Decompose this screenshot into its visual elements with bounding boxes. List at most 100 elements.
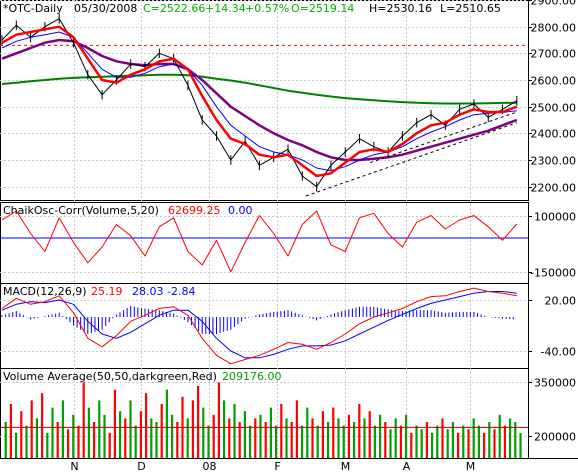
volume-bar [514, 422, 517, 458]
volume-bar [446, 429, 449, 458]
volume-bar [337, 418, 340, 458]
macd-title: MACD(12,26,9) [3, 285, 87, 298]
volume-bar [228, 418, 231, 458]
x-tick-label: M [341, 460, 351, 473]
volume-bar [363, 418, 366, 458]
volume-bar [191, 400, 194, 458]
volume-bar [290, 422, 293, 458]
chaikin-panel [0, 210, 528, 273]
volume-bar [197, 386, 200, 458]
support-trendline [370, 111, 518, 164]
volume-bar [72, 414, 75, 458]
volume-bar [103, 414, 106, 458]
x-tick-label: 08 [203, 460, 217, 473]
volume-bar [358, 404, 361, 458]
volume-bar [51, 407, 54, 458]
volume-bar [176, 422, 179, 458]
header-change: +14.34 [205, 2, 246, 15]
volume-bar [295, 400, 298, 458]
volume-bar [119, 411, 122, 458]
volume-bar [98, 400, 101, 458]
volume-bar [368, 411, 371, 458]
volume-bar [384, 422, 387, 458]
volume-bar [467, 429, 470, 458]
volume-panel [0, 382, 528, 458]
header-low: L=2510.65 [440, 2, 501, 15]
volume-bar [20, 411, 23, 458]
macd-signal-line [1, 291, 517, 359]
y-tick-label: 2900.00 [531, 0, 577, 8]
volume-value: 209176.00 [222, 370, 282, 383]
volume-bar [493, 429, 496, 458]
volume-bar [155, 422, 158, 458]
volume-bar [306, 407, 309, 458]
y-tick-label: 2700.00 [531, 48, 577, 61]
x-tick-label: D [137, 460, 145, 473]
ma-50-line [1, 38, 518, 162]
y-tick-label: -150000 [530, 267, 576, 280]
volume-bar [124, 418, 127, 458]
macd-hist-value: -2.84 [167, 285, 195, 298]
volume-bar [399, 425, 402, 458]
y-tick-label: 100000 [534, 211, 576, 224]
volume-bar [46, 432, 49, 458]
volume-bar [145, 393, 148, 458]
volume-bar [4, 422, 7, 458]
volume-bar [394, 418, 397, 458]
volume-bar [472, 418, 475, 458]
volume-bar [61, 400, 64, 458]
volume-bar [321, 411, 324, 458]
y-tick-label: 2200.00 [531, 182, 577, 195]
y-tick-label: 2400.00 [531, 128, 577, 141]
volume-bar [457, 432, 460, 458]
volume-bar [249, 425, 252, 458]
volume-bar [160, 404, 163, 458]
volume-bar [165, 389, 168, 458]
volume-bar [129, 400, 132, 458]
volume-bar [259, 414, 262, 458]
volume-bar [498, 414, 501, 458]
volume-bar [342, 425, 345, 458]
volume-bar [462, 425, 465, 458]
volume-bar [332, 407, 335, 458]
volume-bar [275, 425, 278, 458]
header-high: H=2530.16 [369, 2, 432, 15]
volume-bar [223, 400, 226, 458]
volume-bar [67, 429, 70, 458]
macd-signal-value: 28.03 [132, 285, 164, 298]
volume-bar [509, 418, 512, 458]
y-tick-label: 20.00 [545, 295, 577, 308]
volume-bar [30, 400, 33, 458]
y-tick-label: 2600.00 [531, 75, 577, 88]
volume-bar [150, 418, 153, 458]
y-tick-label: 2300.00 [531, 155, 577, 168]
volume-bar [405, 414, 408, 458]
volume-bar [264, 422, 267, 458]
ma-10-line [1, 25, 518, 178]
volume-bar [415, 425, 418, 458]
chaikin-zero: 0.00 [228, 204, 253, 217]
macd-line [1, 287, 517, 365]
volume-bar [233, 404, 236, 458]
volume-bar [327, 422, 330, 458]
volume-bar [207, 425, 210, 458]
volume-bar [451, 422, 454, 458]
volume-bar [436, 425, 439, 458]
close-line [1, 18, 518, 188]
volume-bar [347, 414, 350, 458]
volume-bar [488, 422, 491, 458]
volume-bar [519, 433, 522, 458]
volume-bar [171, 414, 174, 458]
y-tick-label: -40.00 [541, 346, 576, 359]
volume-bar [9, 404, 12, 458]
x-tick-label: N [70, 460, 78, 473]
volume-bar [41, 393, 44, 458]
ma-20-line [1, 31, 517, 172]
header-open: O=2519.14 [291, 2, 354, 15]
volume-bar [56, 422, 59, 458]
y-tick-label: 200000 [534, 431, 576, 444]
volume-bar [477, 425, 480, 458]
volume-bar [316, 425, 319, 458]
